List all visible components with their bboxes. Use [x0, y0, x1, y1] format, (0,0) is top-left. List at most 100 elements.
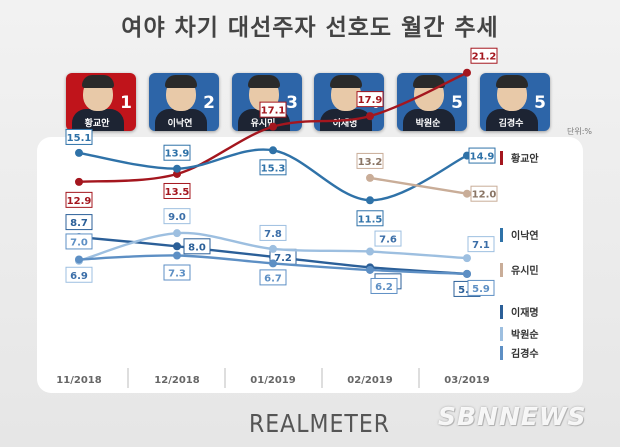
data-label: 17.9	[358, 95, 383, 106]
data-label: 21.2	[472, 52, 497, 63]
x-tick-label: 03/2019	[444, 375, 489, 386]
candidate-rank: 2	[203, 93, 215, 113]
data-label-box	[163, 208, 191, 225]
data-label: 13.9	[165, 149, 190, 160]
data-label-box	[259, 159, 287, 176]
candidate-card-1: 1 황교안	[66, 73, 136, 131]
data-label: 14.9	[470, 152, 495, 163]
data-point	[463, 189, 471, 198]
data-point	[366, 173, 374, 182]
data-point	[75, 255, 83, 264]
chart-title: 여야 차기 대선주자 선호도 월간 추세	[121, 15, 499, 41]
data-label-box	[163, 144, 191, 161]
data-label-box	[467, 279, 495, 296]
data-point	[173, 229, 181, 238]
candidate-card-5: 5 박원순	[397, 73, 467, 131]
data-label-box	[467, 236, 495, 253]
data-point	[366, 247, 374, 256]
data-label-box	[470, 47, 498, 64]
data-label: 5.9	[472, 284, 490, 295]
data-point	[269, 122, 277, 131]
data-label: 6.9	[70, 271, 88, 282]
data-label-box	[468, 147, 496, 164]
portrait-suit	[72, 109, 124, 131]
x-tick-label: 11/2018	[56, 375, 101, 386]
data-label-box	[356, 210, 384, 227]
candidate-card-6: 5 김경수	[480, 73, 550, 131]
sbnnews-watermark: SBNNEWS	[438, 402, 587, 431]
data-point	[173, 251, 181, 260]
data-label: 7.3	[168, 269, 186, 280]
data-label: 8.0	[188, 242, 206, 253]
legend-label: 이재명	[511, 306, 539, 319]
unit-label: 단위:%	[566, 127, 592, 136]
portrait-hair	[82, 75, 114, 88]
legend-swatch	[500, 151, 503, 165]
legend-label: 유시민	[511, 264, 539, 277]
candidate-card-2: 2 이낙연	[149, 73, 219, 131]
data-label: 9.0	[168, 212, 186, 223]
data-point	[75, 148, 83, 157]
data-point	[269, 259, 277, 268]
portrait-hair	[165, 75, 197, 88]
data-point	[463, 254, 471, 263]
data-label: 12.0	[472, 190, 497, 201]
data-point	[366, 265, 374, 274]
data-label: 11.5	[358, 214, 383, 225]
data-label: 13.2	[358, 157, 383, 168]
legend-label: 이낙연	[511, 229, 539, 242]
legend-label: 김경수	[511, 347, 539, 360]
data-label-box	[356, 91, 384, 108]
candidate-card-4: 4이재명	[314, 73, 384, 131]
data-point	[366, 112, 374, 121]
data-label-box	[163, 182, 191, 199]
realmeter-logo: REALMETER	[249, 410, 390, 439]
legend-swatch	[500, 327, 503, 341]
data-label: 12.9	[67, 196, 92, 207]
data-label-box	[65, 191, 93, 208]
data-label-box	[65, 233, 93, 250]
x-tick-label: 12/2018	[154, 375, 199, 386]
x-tick-label: 01/2019	[250, 375, 295, 386]
data-label: 7.1	[472, 240, 490, 251]
series-line-유시민	[369, 176, 468, 195]
legend-label: 박원순	[511, 328, 539, 341]
portrait-suit	[403, 109, 455, 131]
data-label: 13.5	[165, 187, 190, 198]
data-label-box	[470, 185, 498, 202]
data-label-box	[65, 128, 93, 145]
data-point	[173, 164, 181, 173]
candidate-name: 유시민	[250, 119, 276, 129]
candidate-rank: 1	[120, 93, 132, 113]
legend-swatch	[500, 263, 503, 277]
data-point	[366, 196, 374, 205]
data-label-box	[374, 230, 402, 247]
data-label: 7.2	[274, 253, 292, 264]
data-label-box	[370, 277, 398, 294]
data-label-box	[183, 238, 211, 255]
candidate-name: 황교안	[84, 119, 110, 129]
candidate-name: 이낙연	[167, 119, 193, 129]
data-label-box	[356, 152, 384, 169]
data-point	[75, 177, 83, 186]
data-label: 15.1	[67, 133, 92, 144]
data-label: 6.7	[264, 273, 282, 284]
data-point	[463, 269, 471, 278]
candidate-rank: 5	[451, 93, 463, 113]
data-label: 8.7	[70, 218, 88, 229]
x-tick-label: 02/2019	[347, 375, 392, 386]
data-label: 7.6	[379, 235, 397, 246]
candidate-rank: 5	[534, 93, 546, 113]
data-label-box	[65, 214, 93, 231]
candidate-name: 김경수	[498, 119, 524, 129]
data-label: 5.9	[458, 285, 476, 296]
data-point	[463, 68, 471, 77]
portrait-hair	[248, 75, 280, 88]
data-label-box	[259, 101, 287, 118]
candidate-rank: 3	[286, 93, 298, 113]
legend-swatch	[500, 228, 503, 242]
legend-swatch	[500, 305, 503, 319]
data-label-box	[65, 266, 93, 283]
legend-label: 황교안	[511, 152, 539, 165]
